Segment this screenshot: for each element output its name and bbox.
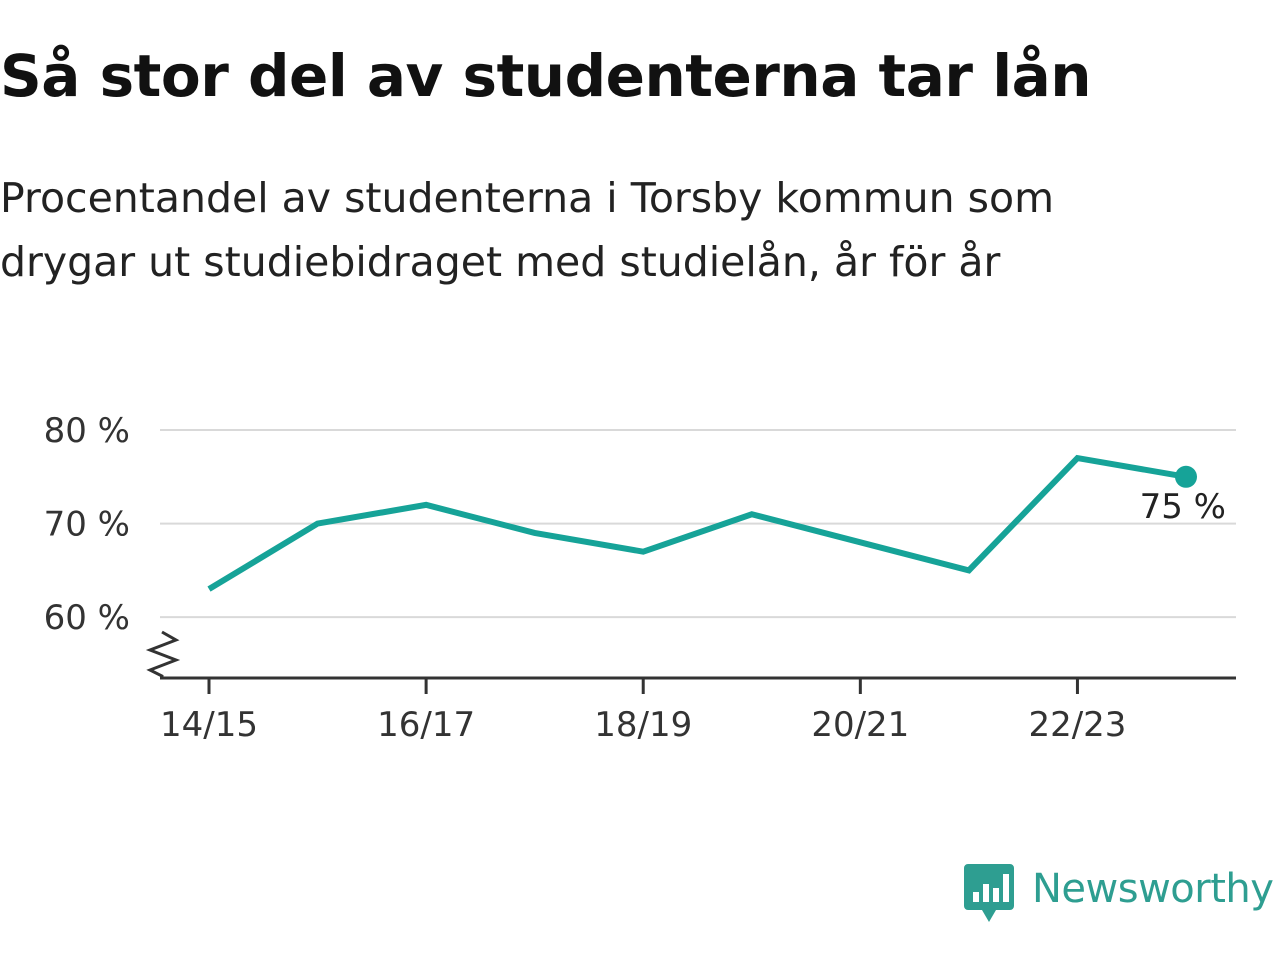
newsworthy-logo-icon bbox=[964, 864, 1014, 922]
labels: 60 % 70 % 80 % 14/15 16/17 18/19 20/21 22/23 75 … bbox=[44, 411, 1229, 745]
brand-name: Newsworthy bbox=[1032, 866, 1274, 912]
x-tick-label: 22/23 bbox=[1028, 705, 1126, 745]
data-point bbox=[640, 549, 646, 555]
axes bbox=[145, 630, 1236, 694]
end-value-label: 75 % bbox=[1140, 487, 1226, 527]
line-chart: 60 % 70 % 80 % 14/15 16/17 18/19 20/21 22/23 75 … bbox=[44, 411, 1236, 745]
data-point bbox=[206, 586, 212, 592]
end-point-marker bbox=[1175, 465, 1197, 488]
data-point bbox=[315, 521, 321, 527]
y-axis-break bbox=[145, 630, 181, 678]
data-point bbox=[423, 502, 429, 508]
data-point bbox=[966, 567, 972, 573]
y-tick-label: 80 % bbox=[44, 411, 130, 451]
y-tick-label: 70 % bbox=[44, 505, 130, 545]
brand-logo: Newsworthy bbox=[964, 864, 1274, 926]
series-line bbox=[207, 454, 1187, 592]
gridlines bbox=[160, 429, 1236, 619]
y-tick-label: 60 % bbox=[44, 598, 130, 638]
data-point bbox=[1074, 455, 1080, 461]
x-tick-label: 20/21 bbox=[811, 705, 909, 745]
x-tick-label: 18/19 bbox=[594, 705, 692, 745]
data-point bbox=[749, 511, 755, 517]
data-point bbox=[532, 530, 538, 536]
data-point bbox=[857, 539, 863, 545]
x-tick-label: 16/17 bbox=[377, 705, 475, 745]
series-layer bbox=[206, 454, 1197, 592]
chart-subtitle: Procentandel av studenterna i Torsby kom… bbox=[0, 174, 1055, 286]
x-tick-label: 14/15 bbox=[160, 705, 258, 745]
chart-title: Så stor del av studenterna tar lån bbox=[0, 42, 1092, 110]
